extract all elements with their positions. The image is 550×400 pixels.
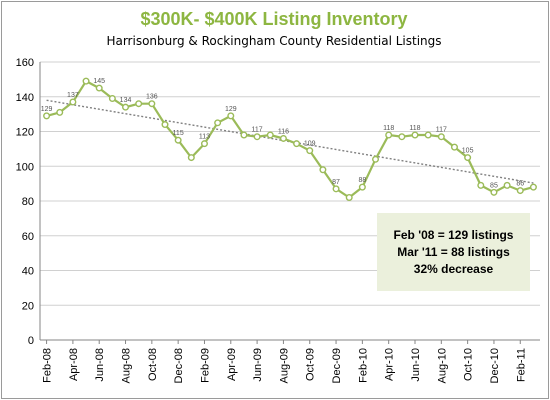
x-tick-label-Jun-09: Jun-09 bbox=[252, 348, 264, 382]
y-tick-label-140: 140 bbox=[16, 92, 34, 104]
data-label-Feb-11: 86 bbox=[516, 181, 524, 188]
annotation-line-3: 32% decrease bbox=[413, 262, 494, 276]
data-point-Dec-08 bbox=[174, 136, 182, 144]
data-label-Apr-10: 118 bbox=[383, 125, 394, 132]
data-point-Aug-10 bbox=[437, 133, 445, 141]
x-tick-label-Feb-09: Feb-09 bbox=[199, 348, 211, 383]
data-point-Apr-10 bbox=[385, 131, 393, 139]
data-point-May-09 bbox=[240, 131, 248, 139]
x-tick-label-Aug-08: Aug-08 bbox=[121, 348, 133, 383]
data-point-Oct-08 bbox=[148, 100, 156, 108]
x-tick-label-Apr-10: Apr-10 bbox=[384, 348, 396, 381]
data-point-Apr-09 bbox=[227, 112, 235, 120]
data-point-Jun-08 bbox=[95, 84, 103, 92]
data-point-Mar-09 bbox=[214, 119, 222, 127]
y-tick-label-80: 80 bbox=[22, 196, 34, 208]
data-point-Jul-10 bbox=[424, 131, 432, 139]
data-point-Dec-10 bbox=[490, 188, 498, 196]
data-point-Jul-09 bbox=[266, 131, 274, 139]
y-tick-label-40: 40 bbox=[22, 266, 34, 278]
data-point-Aug-08 bbox=[122, 103, 130, 111]
data-point-Nov-08 bbox=[161, 121, 169, 129]
data-label-Apr-08: 137 bbox=[67, 92, 79, 99]
x-tick-label-Jun-08: Jun-08 bbox=[94, 348, 106, 382]
x-tick-label-Apr-09: Apr-09 bbox=[226, 348, 238, 381]
data-label-Oct-08: 136 bbox=[146, 94, 158, 101]
y-tick-label-20: 20 bbox=[22, 300, 34, 312]
x-tick-label-Feb-11: Feb-11 bbox=[515, 348, 527, 382]
data-point-Jun-09 bbox=[253, 133, 261, 141]
y-tick-label-160: 160 bbox=[16, 57, 34, 69]
data-point-May-10 bbox=[398, 133, 406, 141]
y-tick-label-120: 120 bbox=[16, 127, 34, 139]
x-tick-label-Dec-10: Dec-10 bbox=[489, 348, 501, 383]
data-label-Jun-08: 145 bbox=[93, 78, 105, 85]
data-label-Apr-09: 129 bbox=[225, 106, 237, 113]
data-point-Sep-10 bbox=[450, 143, 458, 151]
data-point-Dec-09 bbox=[332, 185, 340, 193]
data-point-Nov-10 bbox=[477, 181, 485, 189]
data-label-Jun-10: 118 bbox=[409, 125, 420, 132]
y-tick-label-60: 60 bbox=[22, 231, 34, 243]
data-point-Feb-08 bbox=[43, 112, 51, 120]
data-point-Aug-09 bbox=[279, 134, 287, 142]
data-point-Jul-08 bbox=[108, 94, 116, 102]
data-label-Oct-09: 109 bbox=[304, 141, 316, 148]
y-tick-label-100: 100 bbox=[16, 161, 34, 173]
data-label-Feb-10: 88 bbox=[358, 177, 366, 184]
data-point-Mar-11 bbox=[529, 183, 537, 191]
data-label-Aug-09: 116 bbox=[278, 128, 289, 135]
x-tick-label-Aug-10: Aug-10 bbox=[436, 348, 448, 383]
x-tick-label-Feb-10: Feb-10 bbox=[357, 348, 369, 383]
x-tick-label-Jun-10: Jun-10 bbox=[410, 348, 422, 382]
annotation-line-2: Mar '11 = 88 listings bbox=[397, 245, 510, 259]
x-tick-label-Oct-09: Oct-09 bbox=[305, 348, 317, 381]
data-point-Jun-10 bbox=[411, 131, 419, 139]
annotation-box: Feb '08 = 129 listings Mar '11 = 88 list… bbox=[377, 213, 530, 291]
data-point-Sep-08 bbox=[135, 100, 143, 108]
data-label-Aug-10: 117 bbox=[436, 127, 447, 134]
data-point-Oct-10 bbox=[464, 154, 472, 162]
data-point-Jan-09 bbox=[187, 154, 195, 162]
data-label-Oct-10: 105 bbox=[462, 148, 474, 155]
x-tick-label-Oct-10: Oct-10 bbox=[463, 348, 475, 381]
x-tick-label-Dec-09: Dec-09 bbox=[331, 348, 343, 383]
data-point-Feb-11 bbox=[516, 187, 524, 195]
data-point-Mar-08 bbox=[56, 108, 64, 116]
data-label-Jun-09: 117 bbox=[252, 127, 263, 134]
data-point-Mar-10 bbox=[372, 155, 380, 163]
data-label-Dec-10: 85 bbox=[490, 182, 498, 189]
data-label-Feb-09: 113 bbox=[199, 134, 210, 141]
data-point-Jan-11 bbox=[503, 181, 511, 189]
data-point-Nov-09 bbox=[319, 166, 327, 174]
chart-subtitle: Harrisonburg & Rockingham County Residen… bbox=[106, 34, 442, 48]
data-point-Apr-08 bbox=[69, 98, 77, 106]
chart-title: $300K- $400K Listing Inventory bbox=[140, 9, 408, 29]
data-point-May-08 bbox=[82, 77, 90, 85]
x-tick-label-Feb-08: Feb-08 bbox=[42, 348, 54, 383]
annotation-line-1: Feb '08 = 129 listings bbox=[393, 228, 514, 242]
data-point-Oct-09 bbox=[306, 147, 314, 155]
data-point-Sep-09 bbox=[293, 140, 301, 148]
x-tick-label-Apr-08: Apr-08 bbox=[68, 348, 80, 381]
data-label-Feb-08: 129 bbox=[41, 106, 53, 113]
x-tick-label-Aug-09: Aug-09 bbox=[278, 348, 290, 383]
data-label-Aug-08: 134 bbox=[120, 97, 132, 104]
data-label-Dec-08: 115 bbox=[173, 130, 184, 137]
data-point-Feb-10 bbox=[358, 183, 366, 191]
x-tick-label-Oct-08: Oct-08 bbox=[147, 348, 159, 381]
y-tick-label-0: 0 bbox=[28, 335, 34, 347]
data-point-Jan-10 bbox=[345, 194, 353, 202]
data-label-Dec-09: 87 bbox=[332, 179, 340, 186]
data-point-Feb-09 bbox=[200, 140, 208, 148]
x-tick-label-Dec-08: Dec-08 bbox=[173, 348, 185, 383]
